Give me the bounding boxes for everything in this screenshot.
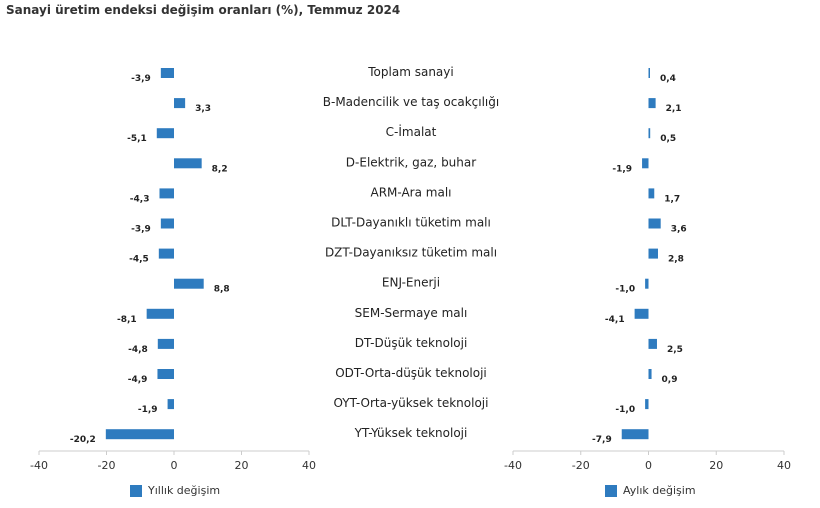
- monthly-data-label: 0,4: [660, 74, 676, 84]
- monthly-bar: [621, 429, 649, 440]
- annual-bar: [167, 399, 174, 410]
- monthly-data-label: 2,5: [667, 345, 683, 355]
- monthly-bar: [648, 338, 657, 349]
- monthly-bar: [648, 248, 658, 259]
- category-label: OYT-Orta-yüksek teknoloji: [334, 396, 489, 410]
- monthly-data-label: -1,0: [615, 285, 635, 295]
- annual-bar: [160, 68, 174, 78]
- monthly-bar: [634, 308, 649, 319]
- legend-monthly-label: Aylık değişim: [623, 484, 696, 497]
- monthly-data-label: 0,5: [660, 134, 676, 144]
- annual-data-label: -4,3: [130, 194, 150, 204]
- monthly-bar: [648, 128, 651, 139]
- annual-bar: [174, 158, 202, 169]
- monthly-data-label: 0,9: [662, 375, 678, 385]
- monthly-data-label: -7,9: [592, 435, 612, 445]
- category-label: DT-Düşük teknoloji: [355, 336, 468, 350]
- chart-title: Sanayi üretim endeksi değişim oranları (…: [6, 3, 401, 17]
- category-label: DZT-Dayanıksız tüketim malı: [325, 246, 497, 260]
- monthly-tick-label: 0: [645, 459, 652, 472]
- annual-bar: [174, 278, 204, 289]
- monthly-bar: [648, 188, 655, 199]
- legend-monthly: Aylık değişim: [605, 484, 696, 497]
- monthly-data-label: 3,6: [671, 225, 687, 235]
- annual-tick-label: -20: [98, 459, 116, 472]
- annual-tick-label: 0: [171, 459, 178, 472]
- monthly-data-label: -1,0: [615, 405, 635, 415]
- annual-bar: [174, 98, 186, 109]
- category-label: ODT-Orta-düşük teknoloji: [335, 366, 487, 380]
- annual-bar: [157, 338, 174, 349]
- category-label: DLT-Dayanıklı tüketim malı: [331, 216, 491, 230]
- annual-bar: [146, 308, 174, 319]
- annual-data-label: -3,9: [131, 225, 151, 235]
- annual-bar: [105, 429, 174, 440]
- monthly-bar: [648, 68, 650, 78]
- monthly-bar: [648, 369, 652, 379]
- annual-data-label: -5,1: [127, 134, 147, 144]
- annual-data-label: 8,2: [212, 164, 228, 174]
- monthly-bar: [645, 278, 649, 289]
- legend-annual-swatch: [130, 484, 142, 497]
- annual-data-label: -4,9: [128, 375, 148, 385]
- monthly-data-label: -1,9: [612, 164, 632, 174]
- monthly-tick-label: -40: [504, 459, 522, 472]
- category-label: ENJ-Enerji: [382, 276, 440, 290]
- annual-bar: [160, 218, 174, 229]
- category-label: D-Elektrik, gaz, buhar: [346, 155, 476, 169]
- monthly-bar: [645, 399, 649, 410]
- monthly-tick-label: 40: [777, 459, 791, 472]
- annual-data-label: -20,2: [70, 435, 96, 445]
- annual-data-label: -3,9: [131, 74, 151, 84]
- annual-data-label: 3,3: [195, 104, 211, 114]
- annual-data-label: -4,8: [128, 345, 148, 355]
- annual-tick-label: 40: [302, 459, 316, 472]
- annual-bar: [156, 128, 174, 139]
- monthly-data-label: -4,1: [605, 315, 625, 325]
- category-label: Toplam sanayi: [367, 65, 453, 79]
- annual-bar: [158, 248, 174, 259]
- category-label: C-İmalat: [386, 124, 437, 139]
- monthly-data-label: 1,7: [664, 194, 680, 204]
- category-label: YT-Yüksek teknoloji: [354, 426, 468, 440]
- monthly-bar: [648, 98, 656, 109]
- annual-tick-label: -40: [30, 459, 48, 472]
- annual-bar: [159, 188, 174, 199]
- category-label: B-Madencilik ve taş ocakçılığı: [323, 95, 499, 109]
- monthly-tick-label: 20: [709, 459, 723, 472]
- annual-data-label: -1,9: [138, 405, 158, 415]
- annual-bar: [157, 369, 174, 379]
- monthly-data-label: 2,1: [666, 104, 682, 114]
- annual-data-label: -8,1: [117, 315, 137, 325]
- category-label: SEM-Sermaye malı: [355, 306, 468, 320]
- annual-tick-label: 20: [235, 459, 249, 472]
- legend-annual-label: Yıllık değişim: [148, 484, 221, 497]
- category-label: ARM-Ara malı: [371, 185, 452, 199]
- monthly-tick-label: -20: [572, 459, 590, 472]
- legend-monthly-swatch: [605, 484, 617, 497]
- monthly-data-label: 2,8: [668, 255, 684, 265]
- annual-data-label: -4,5: [129, 255, 149, 265]
- monthly-bar: [642, 158, 649, 169]
- annual-data-label: 8,8: [214, 285, 230, 295]
- monthly-bar: [648, 218, 661, 229]
- legend-annual: Yıllık değişim: [130, 484, 220, 497]
